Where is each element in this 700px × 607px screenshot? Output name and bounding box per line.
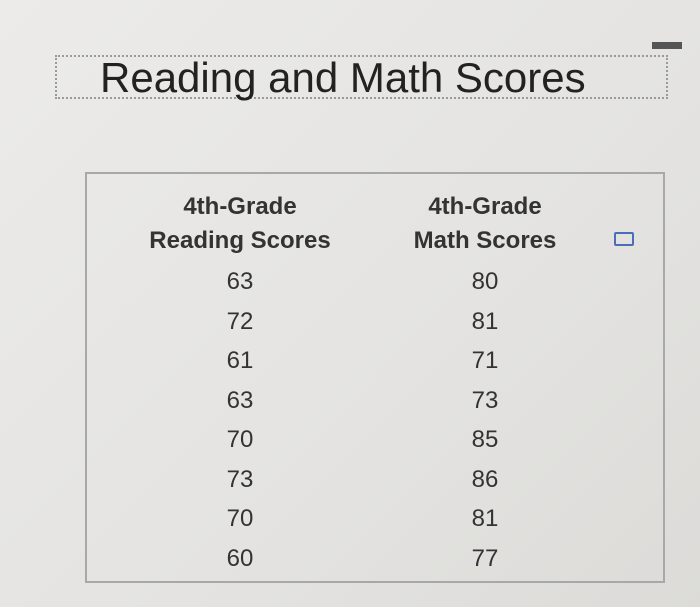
- table-cell: 70: [226, 505, 254, 532]
- title: Reading and Math Scores: [100, 54, 586, 101]
- table-cell: 81: [471, 307, 499, 335]
- table-cell: 60: [226, 544, 254, 572]
- table-cell: 73: [226, 465, 254, 493]
- table-cell: 80: [471, 268, 499, 295]
- table-cell: 81: [471, 505, 499, 532]
- table-cell: 77: [471, 544, 499, 572]
- column-header: 4th-Grade: [428, 193, 542, 220]
- table-cell: 71: [471, 347, 499, 374]
- table-cell: 86: [471, 465, 499, 493]
- copy-icon[interactable]: [614, 232, 634, 246]
- table-cell: 63: [226, 386, 254, 414]
- table-cell: 63: [226, 268, 254, 295]
- column-header: 4th-Grade: [183, 193, 297, 220]
- window-bar: [652, 42, 682, 49]
- title-frame: [55, 55, 668, 99]
- column-header: Math Scores: [413, 227, 557, 254]
- table-cell: 73: [471, 386, 499, 414]
- table-cell: 72: [226, 307, 254, 335]
- table-frame: [85, 172, 665, 583]
- table-cell: 61: [226, 347, 254, 374]
- table-cell: 70: [226, 426, 254, 453]
- column-header: Reading Scores: [149, 227, 331, 254]
- table-cell: 85: [471, 426, 499, 453]
